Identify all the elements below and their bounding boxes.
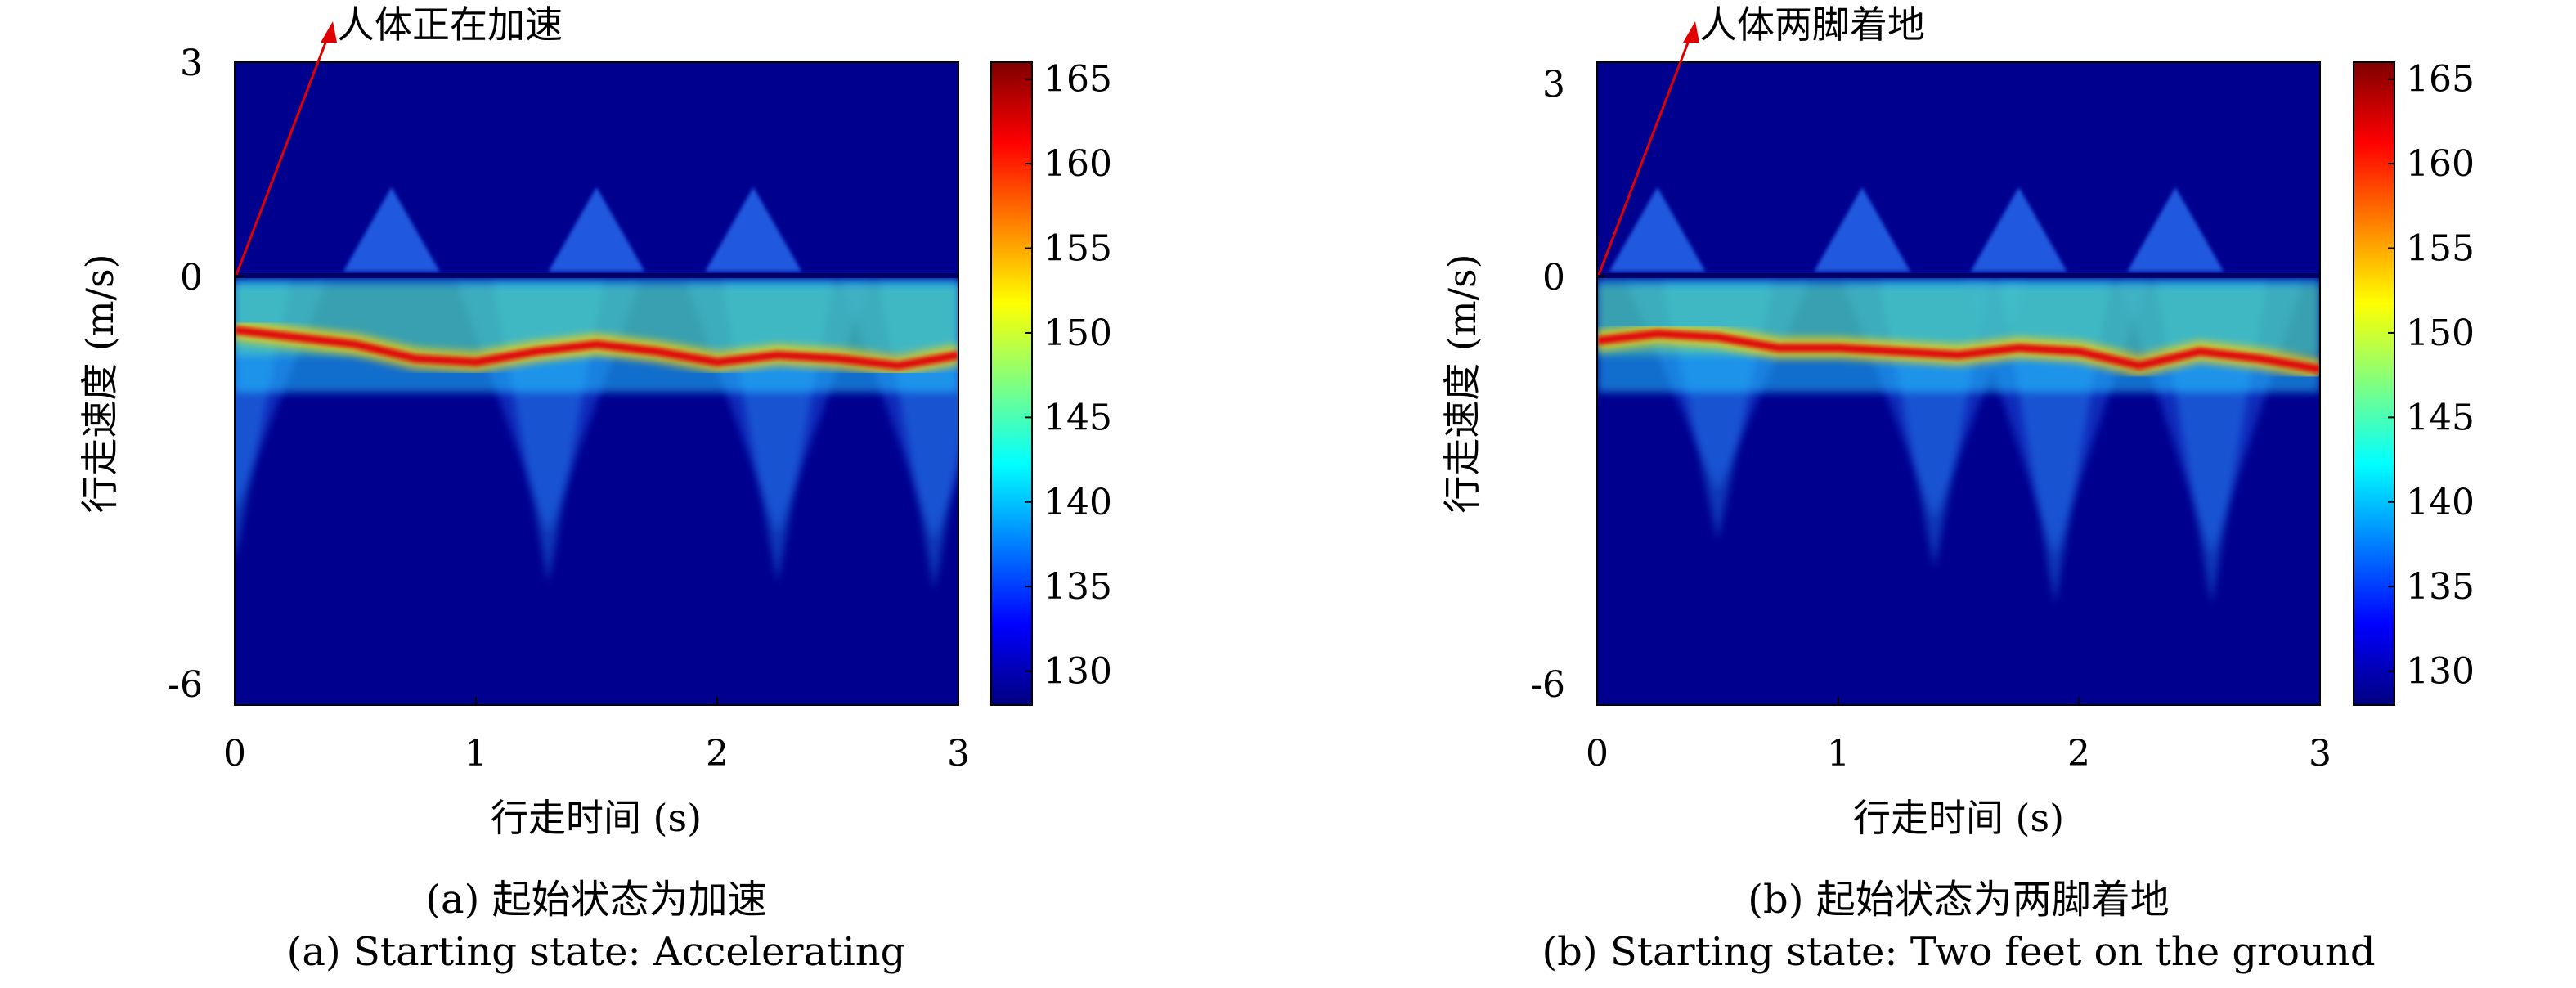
y-axis-label-a: 行走速度 (m/s) [78, 254, 122, 513]
colorbar-a-gradient [990, 61, 1033, 706]
x-axis-a: 0 1 2 3 行走时间 (s) [223, 697, 970, 840]
colorbar-tick-label: 165 [1043, 59, 1112, 101]
annotation-b: 人体两脚着地 [1597, 2, 1925, 276]
limb-echo-positive [1609, 186, 1706, 272]
annotation-text-a: 人体正在加速 [337, 2, 563, 47]
limb-echo-positive [1970, 186, 2067, 272]
colorbar-tick-label: 145 [1043, 397, 1112, 438]
colorbar-b-ticks: 130 135 140 145 150 155 160 165 [2388, 59, 2475, 693]
y-axis-a: 3 0 -6 行走速度 (m/s) [78, 43, 243, 706]
x-tick-label-b-0: 0 [1586, 733, 1609, 775]
caption-cn-a: (a) 起始状态为加速 [425, 877, 766, 923]
colorbar-tick-label: 155 [2406, 228, 2475, 270]
annotation-arrowhead-a [321, 21, 337, 43]
x-axis-b: 0 1 2 3 行走时间 (s) [1586, 697, 2331, 840]
colorbar-tick-label: 135 [2406, 566, 2475, 608]
y-tick-label-a-0: 0 [180, 257, 203, 299]
torso-trace [1597, 329, 2320, 374]
x-axis-label-b: 行走时间 (s) [1853, 796, 2064, 840]
limb-echo-positive [2127, 186, 2224, 272]
y-tick-label-b-3: 3 [1542, 64, 1565, 106]
colorbar-tick-label: 130 [2406, 651, 2475, 693]
limb-echo-positive [705, 186, 802, 272]
heatmap-a [235, 62, 958, 705]
plot-frame-b [1596, 61, 2321, 706]
annotation-text-b: 人体两脚着地 [1699, 2, 1925, 47]
y-axis-b: 3 0 -6 行走速度 (m/s) [1440, 61, 1605, 706]
colorbar-a-ticks: 130 135 140 145 150 155 160 165 [1025, 59, 1112, 693]
panel-b: 3 0 -6 行走速度 (m/s) 0 1 2 3 行走时间 (s) 13013… [1440, 2, 2475, 975]
colorbar-tick-label: 150 [2406, 312, 2475, 354]
y-tick-label-a-3: 3 [180, 43, 203, 84]
y-tick-label-b-neg6: -6 [1530, 664, 1565, 706]
zero-velocity-line [1597, 273, 2320, 278]
x-tick-label-a-1: 1 [464, 733, 487, 775]
plot-frame-a [234, 61, 959, 706]
colorbar-b: 130 135 140 145 150 155 160 165 [2353, 59, 2475, 706]
colorbar-tick-label: 155 [1043, 228, 1112, 270]
colorbar-tick-label: 135 [1043, 566, 1112, 608]
annotation-arrowhead-b [1683, 21, 1699, 43]
heatmap-b [1597, 62, 2320, 705]
panel-a: 3 0 -6 行走速度 (m/s) 0 1 2 3 行走时间 (s) 13013… [78, 2, 1112, 975]
x-tick-label-a-2: 2 [706, 733, 729, 775]
zero-velocity-line [235, 273, 958, 278]
colorbar-tick-label: 160 [2406, 143, 2475, 185]
x-tick-label-a-3: 3 [947, 733, 970, 775]
y-tick-label-a-neg6: -6 [168, 664, 203, 706]
caption-en-a: (a) Starting state: Accelerating [287, 929, 906, 975]
limb-echo-positive [548, 186, 645, 272]
colorbar-tick-label: 140 [2406, 482, 2475, 523]
y-tick-label-b-0: 0 [1542, 257, 1565, 299]
annotation-arrow-b [1597, 27, 1695, 276]
annotation-arrow-a [235, 27, 333, 276]
colorbar-tick-label: 145 [2406, 397, 2475, 438]
colorbar-b-gradient [2353, 61, 2395, 706]
limb-echo-positive [343, 186, 440, 272]
x-axis-label-a: 行走时间 (s) [491, 796, 702, 840]
limb-echo-positive [1814, 186, 1911, 272]
colorbar-a: 130 135 140 145 150 155 160 165 [990, 59, 1112, 706]
y-axis-label-b: 行走速度 (m/s) [1440, 254, 1484, 513]
x-tick-label-b-1: 1 [1827, 733, 1850, 775]
heatmap-b-features [1597, 186, 2320, 604]
torso-trace [235, 326, 958, 370]
colorbar-tick-label: 160 [1043, 143, 1112, 185]
x-tick-label-b-2: 2 [2067, 733, 2090, 775]
caption-en-b: (b) Starting state: Two feet on the grou… [1542, 929, 2375, 975]
heatmap-a-features [235, 186, 958, 591]
annotation-a: 人体正在加速 [235, 2, 563, 276]
colorbar-tick-label: 130 [1043, 651, 1112, 693]
colorbar-tick-label: 150 [1043, 312, 1112, 354]
x-tick-label-b-3: 3 [2309, 733, 2331, 775]
caption-cn-b: (b) 起始状态为两脚着地 [1748, 877, 2169, 923]
x-tick-label-a-0: 0 [223, 733, 246, 775]
colorbar-tick-label: 165 [2406, 59, 2475, 101]
colorbar-tick-label: 140 [1043, 482, 1112, 523]
